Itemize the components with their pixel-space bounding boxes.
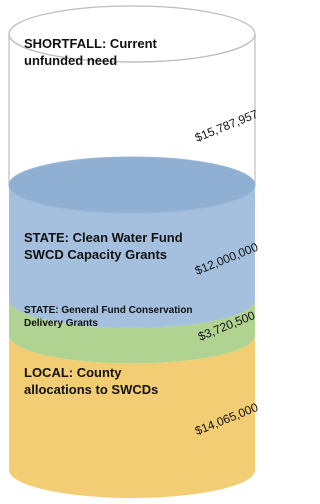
segment-label: STATE: General Fund Conservation Deliver… [24, 304, 224, 330]
segment-label: SHORTFALL: Current unfunded need [24, 36, 184, 70]
segment-label: STATE: Clean Water Fund SWCD Capacity Gr… [24, 230, 184, 264]
chart: $14,065,000$3,720,500$12,000,000$15,787,… [0, 0, 265, 504]
segment-label: LOCAL: County allocations to SWCDs [24, 365, 184, 399]
segment-top [9, 157, 255, 213]
